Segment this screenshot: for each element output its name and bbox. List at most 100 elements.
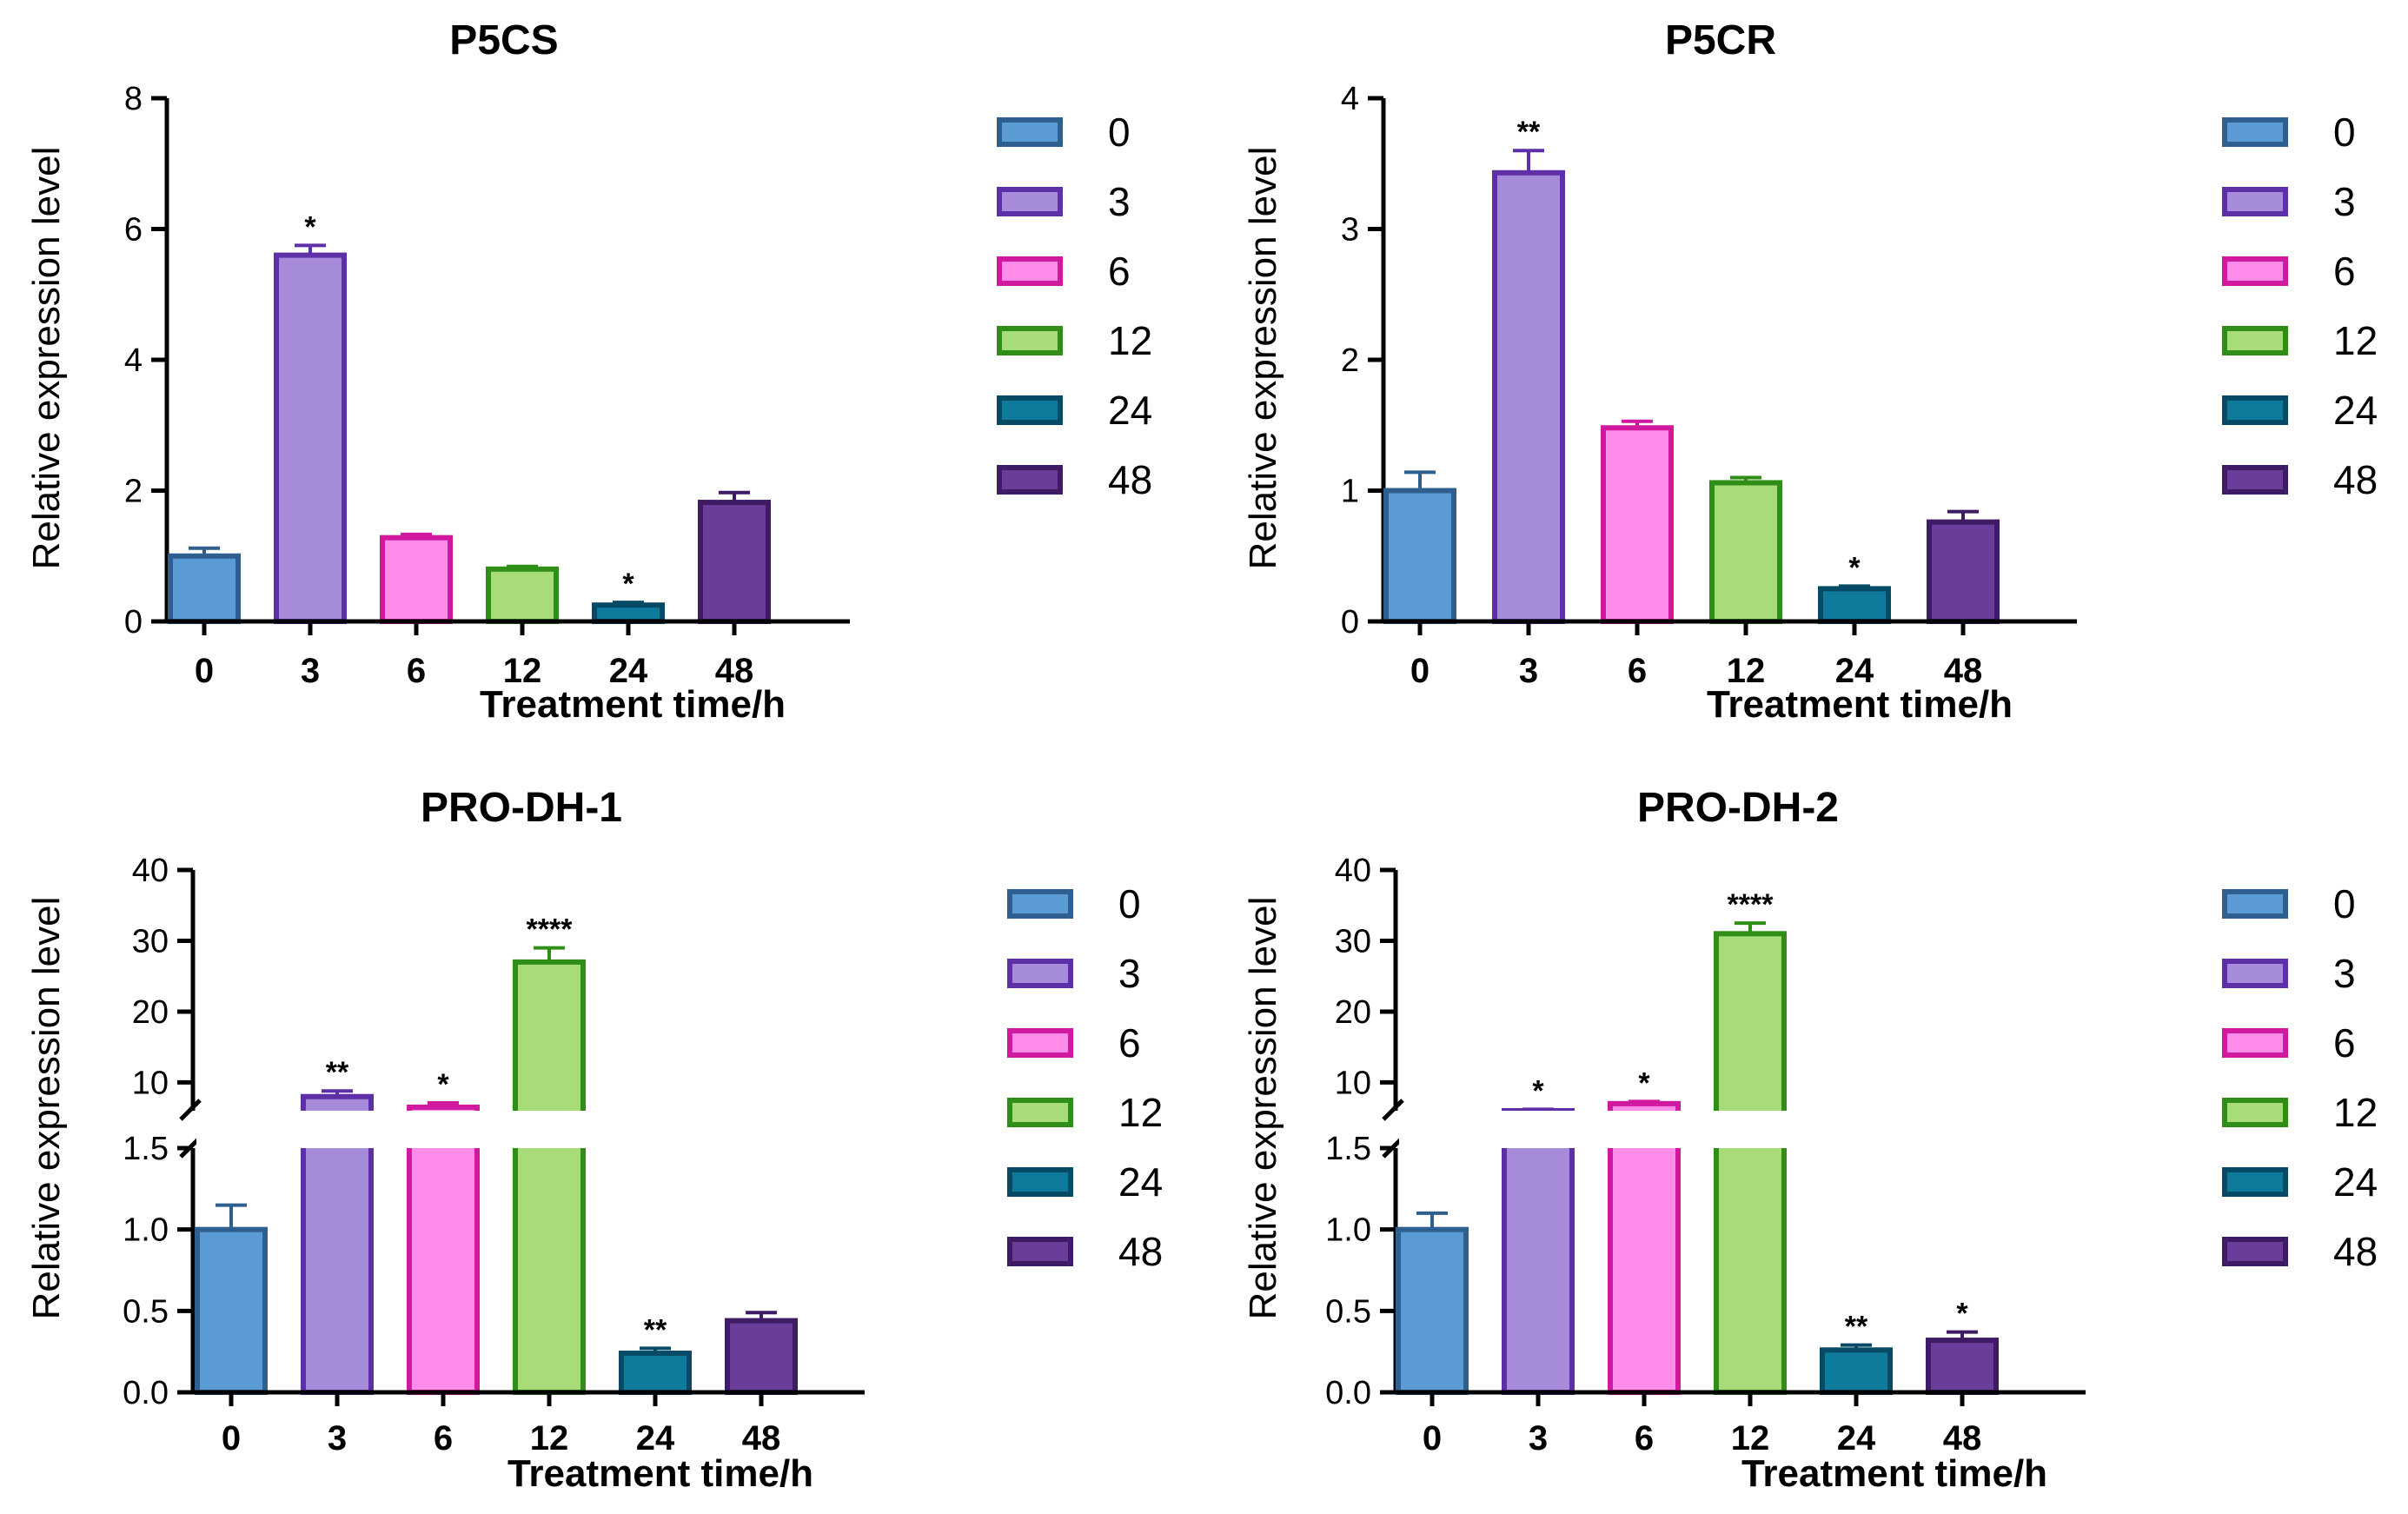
x-axis-label: Treatment time/h (507, 1452, 813, 1495)
legend-label: 0 (2333, 110, 2356, 155)
x-tick-label: 3 (301, 652, 320, 690)
significance-label: * (437, 1068, 449, 1101)
legend-swatch-48 (2222, 465, 2288, 495)
x-tick-label: 12 (1731, 1419, 1770, 1458)
y-tick-label: 30 (1335, 923, 1371, 960)
axis-break-gap (196, 1111, 868, 1148)
legend-swatch-3 (997, 187, 1063, 216)
y-tick-label: 0.5 (123, 1293, 169, 1330)
x-tick-label: 3 (328, 1419, 347, 1458)
significance-label: ** (1845, 1311, 1868, 1344)
x-tick-label: 12 (503, 652, 542, 690)
bar-24 (592, 602, 665, 624)
x-tick-label: 0 (1423, 1419, 1442, 1458)
y-tick-label: 10 (1335, 1065, 1371, 1101)
y-tick-label: 20 (132, 994, 169, 1031)
y-tick-label: 0.0 (123, 1375, 169, 1411)
legend-swatch-24 (1007, 1167, 1073, 1197)
legend-swatch-12 (997, 326, 1063, 355)
y-tick-label: 0 (124, 604, 143, 641)
bar-0 (168, 553, 241, 624)
bar-48 (1926, 1338, 1999, 1396)
legend-label: 6 (1118, 1020, 1141, 1066)
legend-label: 12 (2333, 318, 2378, 363)
legend-swatch-0 (2222, 889, 2288, 919)
y-tick-label: 1.5 (1325, 1131, 1371, 1167)
legend-swatch-0 (997, 117, 1063, 147)
legend-swatch-3 (2222, 959, 2288, 988)
legend-swatch-6 (2222, 1028, 2288, 1058)
x-tick-label: 12 (530, 1419, 569, 1458)
significance-label: * (622, 568, 634, 601)
y-tick-label: 4 (124, 342, 143, 379)
legend-label: 24 (1108, 388, 1152, 433)
x-tick-label: 12 (1727, 652, 1766, 690)
bar-3 (1492, 169, 1565, 625)
y-axis-label: Relative expression level (25, 897, 68, 1320)
x-tick-label: 48 (742, 1419, 781, 1458)
legend-label: 24 (2333, 1159, 2378, 1205)
bar-0 (195, 1226, 268, 1395)
bar-6 (380, 535, 453, 624)
bar-3 (274, 252, 347, 624)
y-tick-label: 2 (1341, 342, 1359, 379)
y-tick-label: 3 (1341, 212, 1359, 249)
bar-48 (725, 1318, 798, 1396)
legend-label: 3 (2333, 951, 2356, 996)
legend-label: 6 (1108, 249, 1131, 294)
legend-label: 12 (1108, 318, 1152, 363)
bar-3 (1502, 1108, 1575, 1395)
legend-swatch-48 (997, 465, 1063, 495)
x-tick-label: 6 (434, 1419, 453, 1458)
chart-title: P5CS (449, 17, 558, 63)
x-tick-label: 3 (1529, 1419, 1548, 1458)
legend-swatch-6 (997, 256, 1063, 286)
y-tick-label: 40 (1335, 853, 1371, 889)
significance-label: * (1956, 1298, 1968, 1331)
significance-label: ** (644, 1313, 667, 1346)
legend-label: 48 (2333, 457, 2378, 502)
legend-swatch-12 (1007, 1098, 1073, 1127)
bar-6 (1601, 425, 1674, 625)
y-tick-label: 4 (1341, 81, 1359, 117)
chart-title: PRO-DH-2 (1637, 785, 1839, 831)
y-tick-label: 40 (132, 853, 169, 889)
bar-12 (1709, 480, 1782, 624)
legend-label: 48 (1108, 457, 1152, 502)
x-tick-label: 0 (195, 652, 214, 690)
legend-swatch-48 (2222, 1237, 2288, 1266)
bar-12 (1714, 931, 1787, 1395)
bar-0 (1396, 1226, 1469, 1395)
bar-6 (407, 1104, 480, 1396)
legend-label: 0 (2333, 881, 2356, 926)
y-tick-label: 2 (124, 474, 143, 510)
x-axis-label: Treatment time/h (1707, 683, 2013, 726)
y-tick-label: 1.0 (123, 1212, 169, 1249)
x-tick-label: 24 (609, 652, 648, 690)
y-tick-label: 0.0 (1325, 1375, 1371, 1411)
bar-0 (1383, 488, 1456, 624)
x-axis-label: Treatment time/h (1741, 1452, 2047, 1495)
x-tick-label: 48 (715, 652, 754, 690)
legend-label: 0 (1108, 110, 1131, 155)
legend-label: 3 (1118, 951, 1141, 996)
x-tick-label: 3 (1519, 652, 1538, 690)
x-tick-label: 6 (1628, 652, 1647, 690)
legend-label: 12 (1118, 1090, 1163, 1135)
y-tick-label: 0.5 (1325, 1293, 1371, 1330)
x-tick-label: 24 (636, 1419, 675, 1458)
legend-label: 3 (1108, 179, 1131, 224)
legend-label: 48 (2333, 1229, 2378, 1274)
legend-label: 24 (1118, 1159, 1163, 1205)
axis-break-mark (179, 1099, 202, 1121)
legend-label: 3 (2333, 179, 2356, 224)
legend-swatch-12 (2222, 326, 2288, 355)
bar-48 (1927, 519, 2000, 624)
legend-swatch-6 (2222, 256, 2288, 286)
x-tick-label: 6 (407, 652, 426, 690)
x-tick-label: 24 (1835, 652, 1874, 690)
legend-label: 6 (2333, 249, 2356, 294)
legend-swatch-12 (2222, 1098, 2288, 1127)
